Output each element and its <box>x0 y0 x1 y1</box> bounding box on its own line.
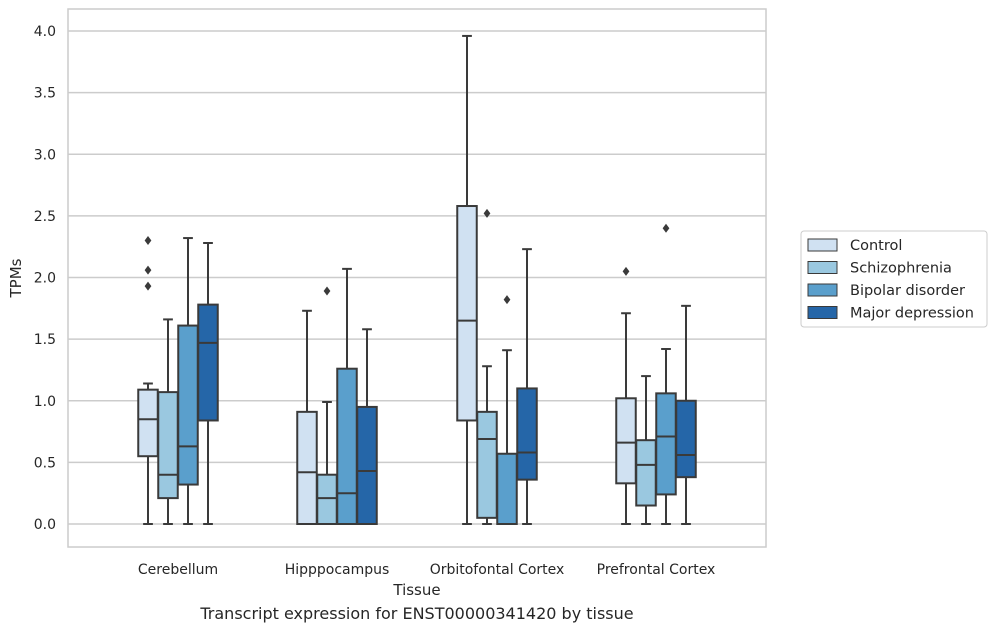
box-body <box>157 391 179 500</box>
box-body <box>516 387 538 481</box>
outlier-point <box>144 265 152 275</box>
y-tick-labels: 0.0 0.5 1.0 1.5 2.0 2.5 3.0 3.5 4.0 <box>34 24 56 533</box>
box-body <box>336 367 358 525</box>
legend-swatch <box>807 261 838 274</box>
legend-swatch <box>807 238 838 252</box>
x-tick-label: Hipppocampus <box>285 562 390 578</box>
y-tick-label: 0.5 <box>34 455 56 471</box>
legend-label: Bipolar disorder <box>850 283 965 299</box>
legend: Control Schizophrenia Bipolar disorder Majo… <box>800 230 988 328</box>
y-tick-label: 3.0 <box>34 147 56 163</box>
outlier-point <box>483 208 491 218</box>
box-groups <box>137 34 697 526</box>
outlier-point <box>144 281 152 291</box>
chart-caption: Transcript expression for ENST0000034142… <box>200 604 634 623</box>
box <box>476 208 498 525</box>
y-tick-label: 0.0 <box>34 517 56 533</box>
box-body <box>137 388 159 458</box>
legend-item: Bipolar disorder <box>807 283 965 299</box>
box-body <box>356 405 378 526</box>
legend-label: Major depression <box>850 306 974 322</box>
x-tick-labels: Cerebellum Hipppocampus Orbitofontal Corte… <box>138 562 715 578</box>
x-axis-title: Tissue <box>392 581 440 599</box>
box <box>157 318 179 525</box>
legend-swatch <box>807 283 838 297</box>
box-body <box>197 303 219 422</box>
x-tick-label: Cerebellum <box>138 562 218 578</box>
box-body <box>655 392 677 496</box>
box <box>356 328 378 526</box>
box <box>516 248 538 525</box>
box <box>316 286 338 526</box>
x-tick-label: Orbitofontal Cortex <box>430 562 565 578</box>
outlier-point <box>662 223 670 233</box>
outlier-point <box>323 286 331 296</box>
outlier-point <box>622 266 630 276</box>
legend-label: Schizophrenia <box>850 261 952 277</box>
y-tick-label: 1.5 <box>34 332 56 348</box>
x-tick-label: Prefrontal Cortex <box>597 562 716 578</box>
box <box>137 236 159 525</box>
box <box>635 375 657 525</box>
box <box>615 266 637 525</box>
legend-item: Control <box>807 238 902 254</box>
y-tick-label: 4.0 <box>34 24 56 40</box>
legend-swatch <box>807 306 838 319</box>
box <box>336 267 358 525</box>
y-tick-label: 2.5 <box>34 209 56 225</box>
box-body <box>316 473 338 526</box>
box <box>177 237 199 525</box>
box-body <box>456 205 478 422</box>
y-tick-label: 2.0 <box>34 271 56 287</box>
y-axis-title: TPMs <box>7 258 25 298</box>
box-body <box>615 397 637 485</box>
legend-item: Schizophrenia <box>807 261 952 277</box>
legend-item: Major depression <box>807 306 974 322</box>
box-body <box>675 399 697 479</box>
box <box>655 223 677 525</box>
box-body <box>635 439 657 507</box>
box-body <box>476 410 498 519</box>
box-body <box>496 452 518 525</box>
box <box>296 309 318 525</box>
plot-frame <box>67 8 767 548</box>
box <box>197 241 219 525</box>
y-tick-label: 1.0 <box>34 394 56 410</box>
box <box>496 295 518 525</box>
box-body <box>177 324 199 486</box>
box-body <box>296 410 318 525</box>
outlier-point <box>503 295 511 305</box>
outlier-point <box>144 236 152 246</box>
box <box>456 34 478 525</box>
box <box>675 304 697 525</box>
legend-frame <box>800 230 988 328</box>
y-tick-label: 3.5 <box>34 86 56 102</box>
legend-label: Control <box>850 238 902 254</box>
